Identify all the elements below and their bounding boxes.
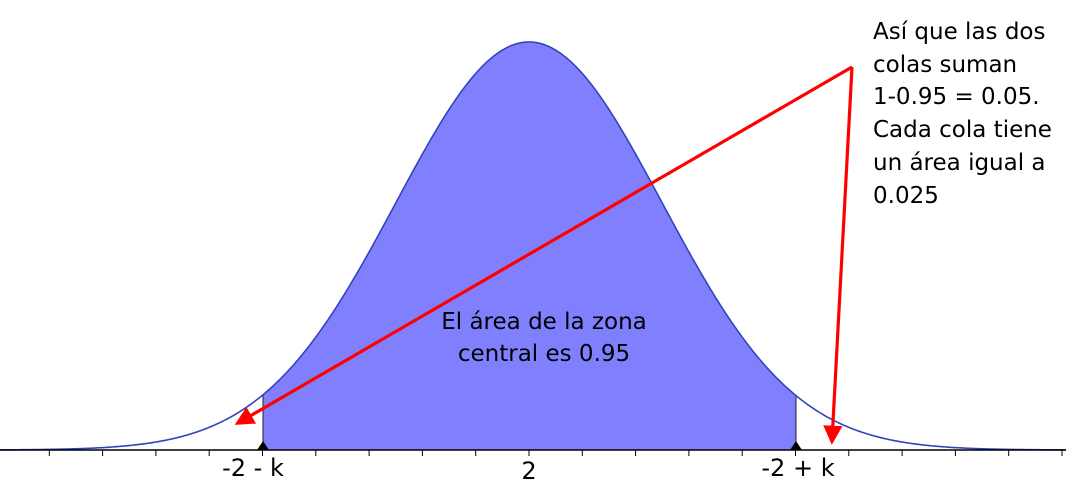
x-axis-ticks bbox=[48, 450, 1063, 456]
right-tail-arrow bbox=[823, 66, 854, 445]
right-point-marker bbox=[790, 441, 802, 450]
left-point-marker bbox=[257, 441, 269, 450]
central-area-text-line-2: central es 0.95 bbox=[458, 341, 630, 367]
callout-text-line-4: Cada cola tiene bbox=[873, 117, 1052, 143]
callout-text-line-3: 1-0.95 = 0.05. bbox=[873, 84, 1040, 110]
central-area-text-line-1: El área de la zona bbox=[441, 309, 647, 335]
left-tail-arrow bbox=[234, 65, 853, 425]
right-bound-label: -2 + k bbox=[761, 454, 834, 482]
callout-text-line-1: Así que las dos bbox=[873, 19, 1046, 45]
callout-text-line-5: un área igual a bbox=[873, 150, 1046, 176]
density-curve bbox=[0, 41, 1066, 451]
callout-text-line-6: 0.025 bbox=[873, 183, 939, 209]
left-bound-label: -2 - k bbox=[222, 454, 284, 482]
callout-text-line-2: colas suman bbox=[873, 52, 1017, 78]
mean-label: 2 bbox=[521, 457, 536, 484]
central-area-shading bbox=[263, 42, 796, 450]
